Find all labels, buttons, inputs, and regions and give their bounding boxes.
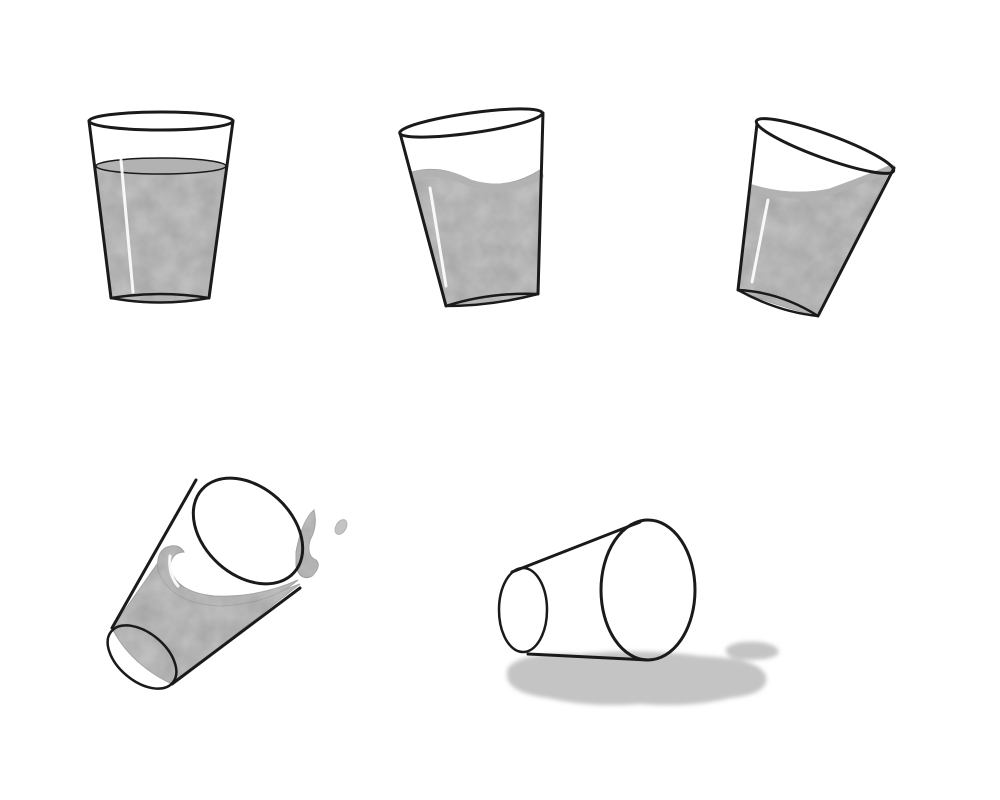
glass-highlight [168,554,180,588]
glass-outline [87,119,235,300]
glass-rim [191,476,305,586]
glass-outline [110,478,302,686]
water-puddle [506,641,779,706]
glass-rim [754,117,896,175]
glass-base [106,624,178,690]
glass-outline [510,520,650,662]
glass-highlight [119,158,135,294]
water-surface [95,157,227,175]
water-surface [748,164,896,199]
glass-outline [398,111,545,308]
glass-rim [398,107,544,139]
glass-base [497,566,549,654]
glass-base [109,292,211,304]
water-body [95,162,227,303]
glass-falling [106,476,348,690]
glass-highlight [428,186,448,288]
glass-base [736,288,820,318]
glass-upright [87,110,235,304]
glass-rim [599,518,697,662]
water-splash-curl [157,545,299,607]
glass-tilting [398,107,545,308]
glass-rim [87,110,235,132]
water-surface [410,169,544,191]
glass-base [444,292,540,308]
glass-outline [736,122,896,318]
glass-fallen [497,518,779,706]
water-droplet [334,519,348,535]
glass-tipping [736,117,896,318]
glass-highlight [750,198,770,284]
